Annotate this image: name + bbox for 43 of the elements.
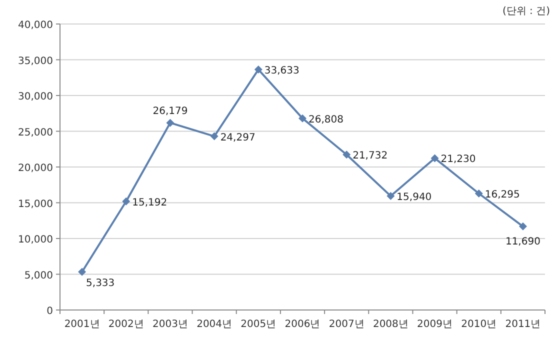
text: (단위 : 건): [502, 6, 550, 17]
y-tick-label: 10,000: [18, 234, 53, 246]
y-tick-label: 30,000: [18, 92, 53, 102]
x-tick-label: 2008년: [372, 319, 408, 330]
point: [386, 192, 395, 200]
point: [210, 132, 218, 140]
point: [518, 222, 527, 230]
x-tick-label: 2001년: [64, 319, 100, 330]
x-tick-label: 2003년: [152, 319, 188, 330]
point: [166, 118, 174, 127]
y-tick-label: 35,000: [18, 56, 53, 67]
data-label: 24,297: [220, 132, 256, 144]
point: [342, 150, 351, 159]
x-tick-label: 2011년: [505, 319, 541, 330]
x-tick-label: 2006년: [284, 319, 320, 330]
x-tick-label: 2009년: [417, 319, 452, 330]
data-label: 5,333: [86, 278, 115, 289]
point: [122, 197, 130, 206]
data-label: 15,192: [132, 197, 168, 208]
point: [298, 114, 306, 122]
point: [254, 66, 262, 74]
x-tick-label: 2007년: [328, 319, 364, 330]
y-tick-label: 20,000: [18, 163, 53, 174]
data-label: 15,940: [396, 192, 432, 204]
point: [430, 154, 439, 162]
x-tick-label: 2004년: [196, 319, 232, 330]
x-tick-label: 2002년: [108, 319, 144, 330]
y-tick-label: 40,000: [18, 20, 53, 31]
y-tick-label: 5,000: [24, 270, 53, 282]
data-label: 26,808: [308, 114, 344, 126]
x-tick-label: 2005년: [240, 319, 276, 330]
data-label: 21,230: [440, 154, 476, 166]
y-tick-label: 25,000: [18, 127, 53, 138]
x-tick-label: 2010년: [461, 319, 497, 330]
point: [78, 268, 86, 276]
data-label: 26,179: [152, 106, 188, 117]
point: [474, 189, 483, 198]
data-label: 11,690: [505, 236, 540, 248]
y-tick-label: 0: [46, 306, 53, 317]
data-label: 33,633: [264, 66, 300, 77]
data-label: 16,295: [484, 189, 520, 200]
y-tick-label: 15,000: [18, 198, 53, 210]
data-label: 21,732: [352, 150, 388, 162]
